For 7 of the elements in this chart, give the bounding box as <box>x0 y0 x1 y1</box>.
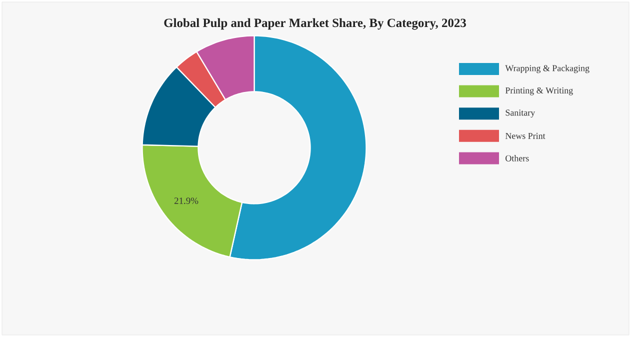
data-label: 21.9% <box>174 198 198 204</box>
legend-label: Printing & Writing <box>505 87 573 96</box>
legend-label: News Print <box>505 132 546 139</box>
legend-label: Others <box>506 155 529 162</box>
legend-label: Wrapping & Packaging <box>505 64 590 74</box>
legend-label: Sanitary <box>506 110 536 118</box>
chart-title: Global Pulp and Paper Market Share, By Category, 2023 <box>164 18 466 30</box>
